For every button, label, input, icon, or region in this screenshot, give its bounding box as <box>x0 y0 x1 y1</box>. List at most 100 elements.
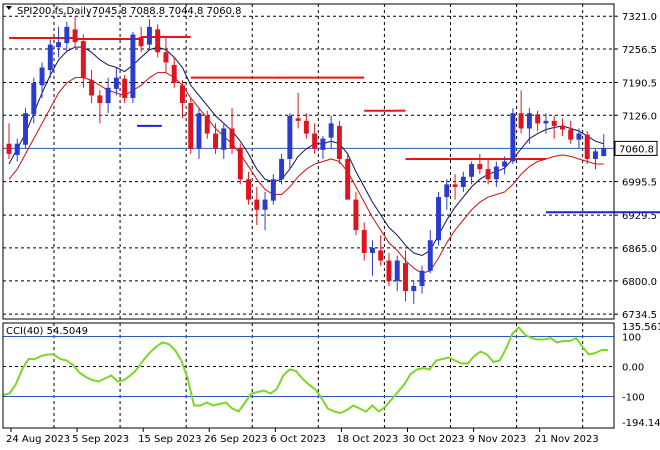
date-label: 26 Sep 2023 <box>204 434 267 445</box>
date-label: 24 Aug 2023 <box>6 434 70 445</box>
candle-body <box>452 184 458 187</box>
cci-indicator <box>2 326 608 415</box>
candle-body <box>279 158 285 180</box>
candle-body <box>336 125 342 159</box>
candle-body <box>89 80 95 96</box>
candle-body <box>419 270 425 286</box>
candle-body <box>113 77 119 89</box>
candle-body <box>237 147 243 180</box>
candle-body <box>138 37 144 47</box>
cci-grid <box>3 323 614 428</box>
candle-body <box>386 260 392 281</box>
symbol-label: SPI200.fs,Daily <box>17 6 92 17</box>
candle-body <box>436 197 442 241</box>
candle-body <box>204 115 210 134</box>
candle-body <box>378 250 384 261</box>
candle-body <box>543 120 549 124</box>
cci-level-label: 0.00 <box>622 363 644 374</box>
date-label: 9 Nov 2023 <box>469 434 527 445</box>
price-tick-label: 7126.0 <box>622 111 657 122</box>
panel-frames <box>2 3 615 429</box>
candle-body <box>39 67 45 86</box>
candle-body <box>246 179 252 200</box>
candle-body <box>427 240 433 271</box>
candle-body <box>493 166 499 180</box>
candle-body <box>444 184 450 198</box>
candle-body <box>576 133 582 140</box>
candle-body <box>14 143 20 155</box>
candle-body <box>361 230 367 253</box>
candle-body <box>345 158 351 200</box>
cci-level-label: 100 <box>622 333 641 344</box>
candle-body <box>196 113 202 149</box>
candle-body <box>394 260 400 281</box>
candle-body <box>47 44 53 71</box>
candle-body <box>526 113 532 129</box>
candle-body <box>262 199 268 210</box>
date-label: 18 Oct 2023 <box>336 434 398 445</box>
candle-body <box>80 41 86 78</box>
candle-body <box>64 26 70 44</box>
candle-body <box>171 64 177 83</box>
date-label: 21 Nov 2023 <box>535 434 599 445</box>
candle-body <box>188 103 194 149</box>
price-tick-label: 7256.5 <box>622 45 657 56</box>
candle-body <box>56 42 62 48</box>
candle-body <box>221 128 227 150</box>
trailing-stop-lines <box>9 36 660 214</box>
date-label: 6 Oct 2023 <box>270 434 325 445</box>
candle-body <box>477 164 483 170</box>
candle-body <box>254 199 260 210</box>
candle-body <box>105 87 111 104</box>
candle-body <box>353 199 359 231</box>
candle-body <box>31 82 37 115</box>
candle-body <box>6 143 12 154</box>
candle-body <box>568 129 574 140</box>
candle-body <box>146 26 152 45</box>
candle-body <box>320 138 326 150</box>
price-tick-label: 6800.0 <box>622 277 657 288</box>
candle-body <box>411 285 417 292</box>
candle-body <box>485 169 491 180</box>
date-label: 30 Oct 2023 <box>402 434 464 445</box>
cci-level-label: -100 <box>622 393 645 404</box>
candle-body <box>287 115 293 159</box>
candle-body <box>303 120 309 134</box>
cci-indicator-label: CCI(40) 54.5049 <box>6 326 88 337</box>
ohlc-readout: 7045.8 7088.8 7044.8 7060.8 <box>92 6 242 17</box>
candle-body <box>229 128 235 149</box>
dropdown-triangle-icon[interactable] <box>6 6 12 10</box>
date-label: 15 Sep 2023 <box>138 434 201 445</box>
candle-body <box>97 95 103 104</box>
candle-body <box>369 247 375 253</box>
candle-body <box>163 52 169 63</box>
cci-scale-bottom: -194.1417 <box>622 418 660 429</box>
main-price-grid <box>3 4 614 319</box>
candle-body <box>122 78 128 98</box>
current-price-box <box>614 140 658 156</box>
price-tick-label: 7190.5 <box>622 78 657 89</box>
candle-body <box>584 134 590 159</box>
price-tick-label: 6929.5 <box>622 211 657 222</box>
candle-body <box>72 29 78 43</box>
date-axis: 24 Aug 2023 5 Sep 2023 15 Sep 2023 26 Sep 2… <box>6 428 599 445</box>
candle-body <box>535 114 541 124</box>
current-price-label: 7060.8 <box>619 144 654 155</box>
price-axis: 7321.0 7256.5 7190.5 7126.0 6995.5 6929.5 6865… <box>614 12 660 429</box>
price-tick-label: 6865.0 <box>622 244 657 255</box>
candle-body <box>270 179 276 201</box>
candle-body <box>460 176 466 187</box>
candle-body <box>312 133 318 149</box>
candle-body <box>295 118 301 121</box>
price-tick-label: 7321.0 <box>622 12 657 23</box>
candlesticks <box>6 16 607 304</box>
date-label: 5 Sep 2023 <box>72 434 129 445</box>
candle-body <box>518 113 524 129</box>
candle-body <box>403 263 408 292</box>
candle-body <box>155 29 161 53</box>
main-panel-frame <box>2 3 615 320</box>
candle-body <box>23 113 28 145</box>
candle-body <box>502 161 508 167</box>
candle-body <box>328 123 334 138</box>
